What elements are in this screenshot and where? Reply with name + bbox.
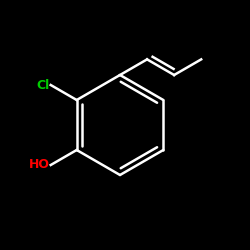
Text: Cl: Cl (36, 78, 50, 92)
Text: HO: HO (28, 158, 50, 172)
